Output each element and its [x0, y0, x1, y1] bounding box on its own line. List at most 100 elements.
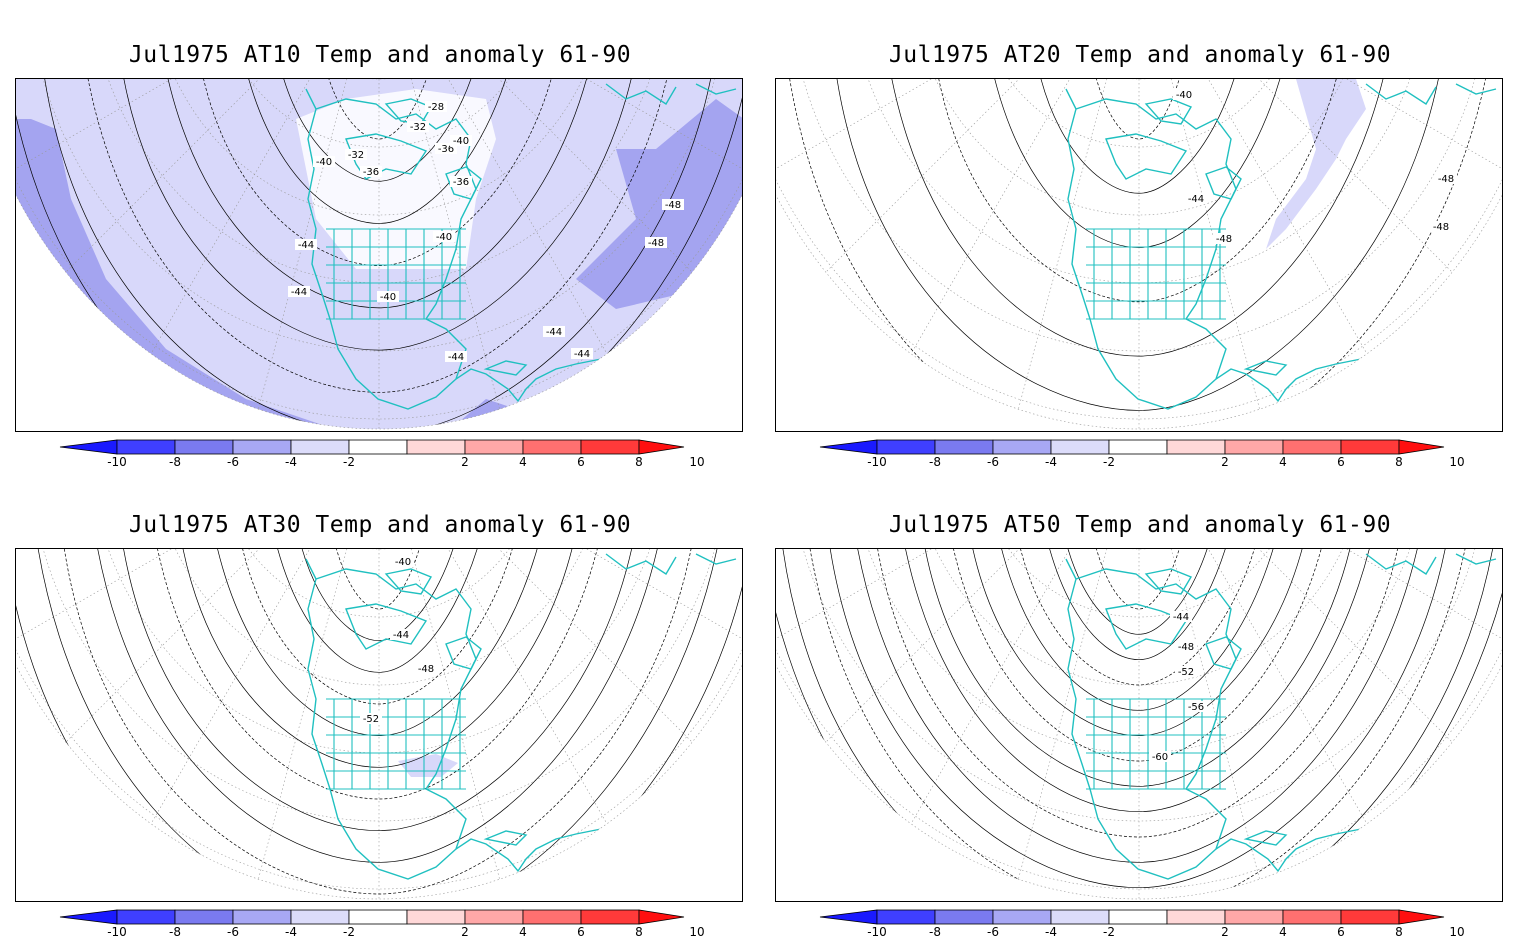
colorbar-swatch: [290, 909, 350, 925]
map-frame: -28 -32 -32 -36 -36 -36 -40 -40 -40 -40 -44 -44 -44-…: [15, 78, 743, 432]
colorbar-arrow-left: [59, 439, 118, 455]
colorbar-tick-label: -2: [1103, 455, 1115, 469]
contour-label-bg: [415, 663, 437, 674]
coastline: [1075, 568, 1237, 850]
contour-label-bg: [1175, 641, 1197, 652]
contour-label-bg: [360, 713, 382, 724]
temperature-contour: [172, 549, 586, 768]
colorbar-swatch: [1340, 909, 1400, 925]
temperature-contour: [230, 79, 528, 224]
temperature-contour: [16, 549, 742, 899]
colorbar-swatch: [1340, 439, 1400, 455]
meridian-gridline: [878, 549, 1140, 880]
map-panel-at50: Jul1975 AT50 Temp and anomaly 61-90 -44-…: [760, 470, 1520, 940]
colorbar-swatch: [290, 439, 350, 455]
meridian-gridline: [878, 79, 1140, 410]
map-frame: -44 -48 -52 -56 -60: [775, 548, 1503, 902]
contour-label: -48: [1433, 222, 1449, 233]
contour-label: -36: [438, 144, 454, 155]
coastline: [305, 558, 667, 880]
meridian-gridline: [378, 79, 640, 410]
coastline: [695, 553, 737, 565]
map-frame: -40 -44 -48 -48 -48: [775, 78, 1503, 432]
contour-label-bg: [407, 121, 429, 132]
coastline-layer: [1065, 553, 1497, 899]
colorbar-swatch: [1282, 439, 1342, 455]
coastline: [1205, 166, 1242, 200]
contour-label-bg: [425, 101, 447, 112]
colorbar-tick-label: 8: [1395, 925, 1403, 939]
contour-label: -44: [448, 352, 464, 363]
latitude-gridline: [785, 79, 1493, 352]
coastline: [1105, 603, 1188, 650]
colorbar-swatch: [992, 909, 1052, 925]
map-panel-at30: Jul1975 AT30 Temp and anomaly 61-90 -40-…: [0, 470, 760, 940]
colorbar-swatch: [116, 909, 176, 925]
map-content: [776, 79, 1502, 429]
temperature-contour: [1031, 549, 1247, 661]
contour-label: -40: [1176, 90, 1192, 101]
contour-label: -28: [428, 102, 444, 113]
map-content: [16, 79, 742, 429]
temperature-contour: [798, 549, 1480, 899]
meridian-gridline: [244, 549, 380, 899]
temperature-contour: [868, 549, 1410, 838]
coastline: [345, 133, 428, 180]
colorbar: -10 -8 -6 -4 -2 2 4 6 8 10: [819, 439, 1465, 469]
colorbar-swatch: [232, 909, 292, 925]
meridian-gridline: [16, 549, 380, 797]
coastline: [1144, 98, 1193, 125]
colorbar-swatch: [116, 439, 176, 455]
colorbar-tick-label: -2: [343, 455, 355, 469]
temperature-contour: [201, 549, 557, 737]
colorbar-tick-label: -4: [1045, 925, 1057, 939]
colorbar-tick-label: 6: [577, 925, 585, 939]
colorbar-tick-label: -10: [107, 925, 127, 939]
contour-label: -60: [1152, 752, 1168, 763]
panel-title: Jul1975 AT20 Temp and anomaly 61-90: [888, 42, 1392, 68]
contour-label: -48: [1438, 174, 1454, 185]
temperature-contour: [26, 549, 732, 899]
contour-label-bg: [645, 237, 667, 248]
colorbar-tick-label: -8: [929, 925, 941, 939]
meridian-gridline: [1138, 549, 1502, 690]
meridian-gridline: [118, 549, 380, 880]
meridian-gridline: [1138, 549, 1400, 880]
latitude-gridline: [847, 549, 1431, 754]
coastline: [515, 408, 547, 429]
colorbar-tick-label: -6: [987, 925, 999, 939]
map-svg: -44 -48 -52 -56 -60: [776, 549, 1502, 900]
latitude-gridline: [847, 79, 1431, 284]
latitude-gridline: [776, 549, 1502, 890]
colorbar-swatch: [1050, 909, 1110, 925]
colorbar-tick-label: 6: [577, 455, 585, 469]
meridian-gridline: [1138, 79, 1400, 410]
colorbar-swatch: [1108, 439, 1168, 455]
latitude-gridline: [87, 79, 671, 284]
temperature-contour: [1054, 549, 1224, 635]
colorbar-tick-label: 4: [1279, 925, 1287, 939]
temperature-contour: [85, 549, 673, 863]
colorbar-tick-label: 4: [519, 455, 527, 469]
colorbar-swatch: [580, 439, 640, 455]
colorbar-arrow-right: [1398, 909, 1445, 925]
meridian-gridline: [378, 549, 640, 880]
temperature-contour: [191, 79, 567, 267]
coastline: [483, 830, 528, 846]
contour-label-bg: [345, 149, 367, 160]
latitude-gridline: [209, 549, 549, 618]
coastline: [1065, 558, 1427, 880]
coastline: [515, 878, 547, 899]
coastline: [1065, 88, 1427, 410]
colorbar-swatch: [580, 909, 640, 925]
coastline: [483, 360, 528, 376]
contour-label-bg: [288, 286, 310, 297]
temperature-contour: [828, 79, 1450, 411]
meridian-gridline: [1138, 79, 1502, 220]
temperature-contour: [891, 549, 1387, 813]
contour-label-bg: [543, 326, 565, 337]
colorbar-swatch: [1224, 909, 1284, 925]
colorbar-tick-label: -4: [285, 925, 297, 939]
latitude-gridline: [908, 549, 1370, 686]
meridian-gridline: [776, 79, 1140, 327]
